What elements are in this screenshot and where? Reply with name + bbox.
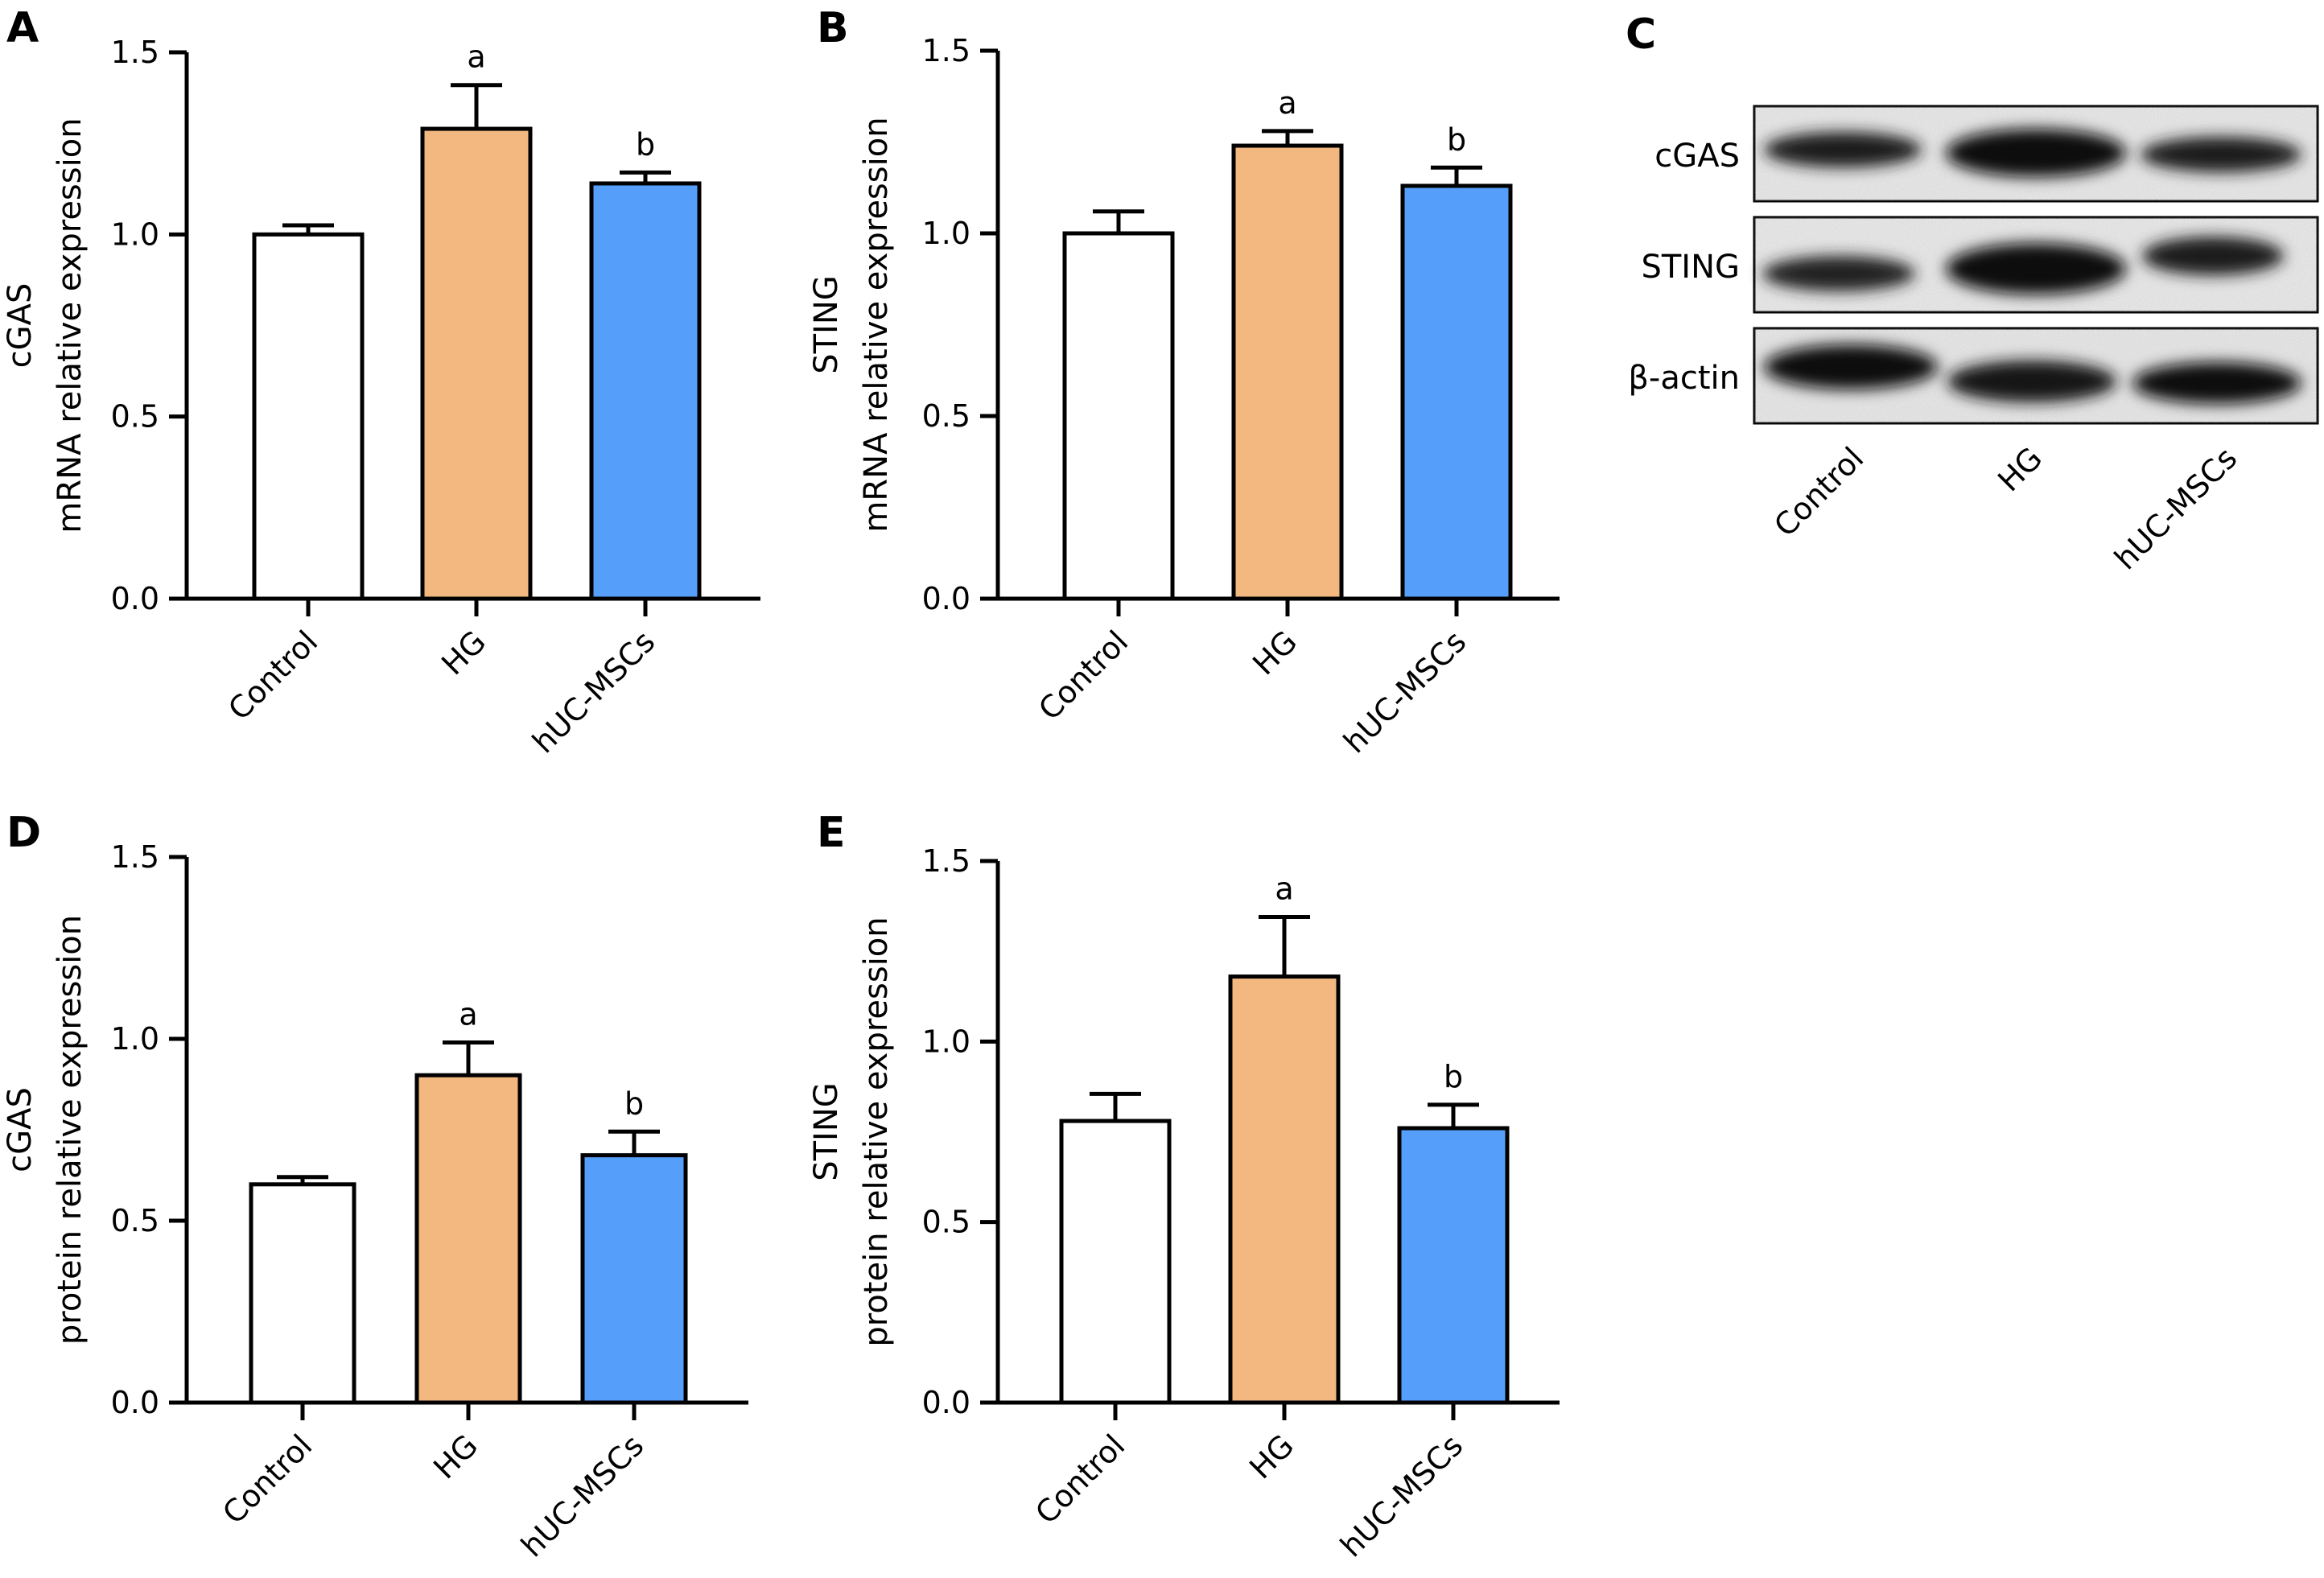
significance-label-b-hg: a xyxy=(1278,85,1296,121)
x-tick-label-a-huc-mscs: hUC-MSCs xyxy=(525,624,661,760)
blot-row-sting xyxy=(1753,216,2319,314)
blot-lane-label-control: Control xyxy=(1767,440,1870,543)
y-tick-label-a-2: 1.0 xyxy=(111,216,159,252)
bar-a-hg xyxy=(420,126,533,601)
y-tick-label-e-2: 1.0 xyxy=(922,1024,970,1059)
y-axis-title-gene-a: cGAS xyxy=(2,283,39,369)
significance-label-a-hg: a xyxy=(467,39,485,75)
significance-label-b-huc-mscs: b xyxy=(1447,122,1466,157)
y-axis-title-gene-d: cGAS xyxy=(2,1087,39,1172)
bar-b-control xyxy=(1062,231,1175,601)
x-tick-label-e-control: Control xyxy=(1028,1428,1131,1531)
x-tick-label-d-huc-mscs: hUC-MSCs xyxy=(514,1428,650,1564)
y-tick-label-e-1: 0.5 xyxy=(922,1205,970,1240)
bar-a-control xyxy=(252,232,365,601)
y-tick-label-d-1: 0.5 xyxy=(111,1203,159,1238)
significance-label-d-huc-mscs: b xyxy=(624,1086,644,1121)
blot-bands-beta-actin xyxy=(1764,344,2301,404)
bar-e-control xyxy=(1059,1119,1172,1405)
y-tick-label-b-1: 0.5 xyxy=(922,398,970,434)
y-tick-label-b-2: 1.0 xyxy=(922,216,970,251)
y-tick-label-b-3: 1.5 xyxy=(922,33,970,68)
panel-letter-b: B xyxy=(817,4,849,52)
blot-label-beta-actin: β-actin xyxy=(1628,360,1740,397)
blot-row-beta-actin xyxy=(1753,327,2319,425)
x-tick-label-d-hg: HG xyxy=(426,1428,484,1485)
bar-e-hg xyxy=(1228,974,1341,1405)
y-tick-label-e-3: 1.5 xyxy=(922,843,970,879)
y-tick-label-e-0: 0.0 xyxy=(922,1385,970,1420)
x-tick-label-b-huc-mscs: hUC-MSCs xyxy=(1337,624,1473,760)
bar-chart-panel-b: 0.0 0.5 1.0 1.5 STING mRNA relative expressio… xyxy=(808,33,1560,760)
blot-label-sting: STING xyxy=(1641,249,1740,286)
y-tick-label-b-0: 0.0 xyxy=(922,581,970,616)
panel-letter-c: C xyxy=(1626,10,1656,59)
y-tick-label-d-2: 1.0 xyxy=(111,1021,159,1057)
blot-label-cgas: cGAS xyxy=(1654,138,1740,175)
western-blot-panel-c: cGAS STING β-actin Control HG hUC-MSCs xyxy=(1628,105,2319,577)
bar-d-hg xyxy=(414,1073,522,1405)
y-axis-title-gene-e: STING xyxy=(808,1082,845,1181)
significance-label-a-huc-mscs: b xyxy=(636,126,655,162)
x-tick-label-e-huc-mscs: hUC-MSCs xyxy=(1333,1428,1469,1564)
y-axis-title-gene-b: STING xyxy=(808,275,845,374)
blot-lane-label-huc-mscs: hUC-MSCs xyxy=(2108,440,2244,576)
bar-e-huc-mscs xyxy=(1397,1126,1510,1405)
bar-chart-panel-d: 0.0 0.5 1.0 1.5 cGAS protein relative express… xyxy=(2,839,748,1564)
x-tick-label-e-hg: HG xyxy=(1242,1428,1300,1485)
y-axis-title-measure-e: protein relative expression xyxy=(858,917,895,1346)
panel-letter-a: A xyxy=(6,4,39,52)
y-tick-label-d-3: 1.5 xyxy=(111,839,159,875)
blot-row-cgas xyxy=(1753,105,2319,203)
y-tick-label-a-1: 0.5 xyxy=(111,399,159,435)
blot-lane-label-hg: HG xyxy=(1991,440,2049,498)
x-tick-label-a-control: Control xyxy=(221,624,324,727)
blot-bands-sting xyxy=(1762,237,2284,295)
significance-label-e-hg: a xyxy=(1275,871,1293,907)
bar-chart-panel-e: 0.0 0.5 1.0 1.5 STING protein relative expres… xyxy=(808,843,1560,1564)
bar-chart-panel-a: 0.0 0.5 1.0 1.5 cGAS mRNA relative expression… xyxy=(2,35,760,760)
y-tick-label-a-0: 0.0 xyxy=(111,581,159,616)
bar-d-huc-mscs xyxy=(580,1153,688,1405)
significance-label-d-hg: a xyxy=(459,997,477,1032)
y-axis-title-measure-a: mRNA relative expression xyxy=(52,117,89,533)
y-axis-title-measure-d: protein relative expression xyxy=(52,915,89,1345)
significance-label-e-huc-mscs: b xyxy=(1444,1059,1463,1094)
blot-bands-cgas xyxy=(1764,129,2301,177)
y-tick-label-d-0: 0.0 xyxy=(111,1385,159,1420)
bar-d-control xyxy=(249,1182,356,1405)
panel-letter-d: D xyxy=(6,809,41,857)
y-axis-title-measure-b: mRNA relative expression xyxy=(858,117,895,532)
bar-a-huc-mscs xyxy=(589,181,702,601)
y-tick-label-a-3: 1.5 xyxy=(111,35,159,70)
x-tick-label-b-control: Control xyxy=(1032,624,1135,727)
x-tick-label-a-hg: HG xyxy=(435,624,492,682)
x-tick-label-b-hg: HG xyxy=(1246,624,1304,682)
panel-letter-e: E xyxy=(817,809,846,857)
bar-b-hg xyxy=(1231,143,1344,601)
x-tick-label-d-control: Control xyxy=(216,1428,319,1531)
bar-b-huc-mscs xyxy=(1400,183,1513,601)
